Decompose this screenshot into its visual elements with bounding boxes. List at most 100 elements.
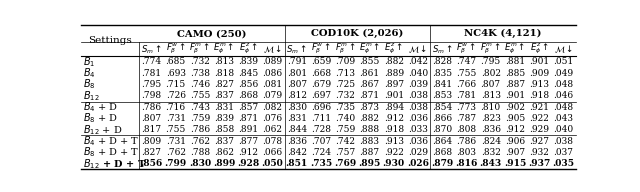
Text: .732: .732 xyxy=(190,57,210,66)
Text: $F_\beta^w\uparrow$: $F_\beta^w\uparrow$ xyxy=(166,42,186,56)
Text: .082: .082 xyxy=(262,103,283,112)
Text: .851: .851 xyxy=(285,159,308,168)
Text: .759: .759 xyxy=(190,114,210,123)
Text: .685: .685 xyxy=(166,57,186,66)
Text: .823: .823 xyxy=(481,114,500,123)
Text: .807: .807 xyxy=(287,80,307,89)
Text: .026: .026 xyxy=(407,159,429,168)
Text: $\mathcal{M}\downarrow$: $\mathcal{M}\downarrow$ xyxy=(263,43,282,55)
Text: .831: .831 xyxy=(287,114,307,123)
Text: .693: .693 xyxy=(166,69,186,78)
Text: .901: .901 xyxy=(505,91,525,100)
Text: .033: .033 xyxy=(408,125,428,134)
Text: .799: .799 xyxy=(164,159,187,168)
Text: $E_\phi^z\uparrow$: $E_\phi^z\uparrow$ xyxy=(385,42,403,56)
Text: .716: .716 xyxy=(166,103,186,112)
Text: .037: .037 xyxy=(554,148,573,157)
Text: .035: .035 xyxy=(552,159,574,168)
Text: .086: .086 xyxy=(262,69,283,78)
Text: $\mathcal{M}\downarrow$: $\mathcal{M}\downarrow$ xyxy=(408,43,428,55)
Text: .887: .887 xyxy=(505,80,525,89)
Text: .853: .853 xyxy=(432,91,452,100)
Text: .043: .043 xyxy=(554,114,573,123)
Text: $B_4$ + D: $B_4$ + D xyxy=(83,100,118,114)
Text: .803: .803 xyxy=(456,148,476,157)
Text: .891: .891 xyxy=(238,125,259,134)
Text: .887: .887 xyxy=(360,148,380,157)
Text: $S_m\uparrow$: $S_m\uparrow$ xyxy=(287,43,307,55)
Text: .861: .861 xyxy=(360,69,380,78)
Text: .813: .813 xyxy=(481,91,500,100)
Text: .901: .901 xyxy=(529,57,549,66)
Text: .051: .051 xyxy=(553,57,573,66)
Text: .781: .781 xyxy=(456,91,477,100)
Text: .740: .740 xyxy=(335,114,355,123)
Text: .856: .856 xyxy=(238,80,259,89)
Text: .818: .818 xyxy=(214,69,234,78)
Text: $E_\phi^z\uparrow$: $E_\phi^z\uparrow$ xyxy=(239,42,258,56)
Text: .076: .076 xyxy=(262,114,283,123)
Text: .888: .888 xyxy=(360,125,380,134)
Text: .845: .845 xyxy=(238,69,259,78)
Text: .786: .786 xyxy=(141,103,161,112)
Text: .079: .079 xyxy=(262,91,283,100)
Text: .049: .049 xyxy=(554,69,573,78)
Text: .042: .042 xyxy=(408,57,428,66)
Text: .817: .817 xyxy=(141,125,161,134)
Text: .081: .081 xyxy=(262,80,283,89)
Text: .728: .728 xyxy=(311,125,331,134)
Text: $F_\beta^m\uparrow$: $F_\beta^m\uparrow$ xyxy=(189,42,211,56)
Text: .707: .707 xyxy=(311,137,331,146)
Text: .877: .877 xyxy=(238,137,259,146)
Text: COD10K (2,026): COD10K (2,026) xyxy=(311,29,404,38)
Text: .918: .918 xyxy=(529,91,549,100)
Text: .802: .802 xyxy=(481,69,500,78)
Text: .839: .839 xyxy=(214,114,234,123)
Text: CAMO (250): CAMO (250) xyxy=(177,29,247,38)
Text: .836: .836 xyxy=(287,137,307,146)
Text: .679: .679 xyxy=(311,80,331,89)
Text: .832: .832 xyxy=(481,148,500,157)
Text: .731: .731 xyxy=(166,137,186,146)
Text: .858: .858 xyxy=(214,125,234,134)
Text: .757: .757 xyxy=(335,148,355,157)
Text: .039: .039 xyxy=(408,80,428,89)
Text: $E_\phi^m\uparrow$: $E_\phi^m\uparrow$ xyxy=(359,42,380,56)
Text: $E_\phi^m\uparrow$: $E_\phi^m\uparrow$ xyxy=(504,42,525,56)
Text: .836: .836 xyxy=(481,125,500,134)
Text: .711: .711 xyxy=(311,114,331,123)
Text: $B_4$ + D + T: $B_4$ + D + T xyxy=(83,134,140,148)
Text: $B_8$ + D + T: $B_8$ + D + T xyxy=(83,146,140,159)
Text: .786: .786 xyxy=(456,137,477,146)
Text: .835: .835 xyxy=(432,69,452,78)
Text: .922: .922 xyxy=(529,114,549,123)
Text: .755: .755 xyxy=(189,91,210,100)
Text: $B_{12}$ + D: $B_{12}$ + D xyxy=(83,123,123,137)
Text: $E_\phi^z\uparrow$: $E_\phi^z\uparrow$ xyxy=(530,42,548,56)
Text: .713: .713 xyxy=(335,69,355,78)
Text: .762: .762 xyxy=(166,148,186,157)
Text: .795: .795 xyxy=(481,57,501,66)
Text: .909: .909 xyxy=(529,69,549,78)
Text: .855: .855 xyxy=(359,57,380,66)
Text: .929: .929 xyxy=(529,125,549,134)
Text: $B_8$: $B_8$ xyxy=(83,78,96,91)
Text: .773: .773 xyxy=(456,103,476,112)
Text: .895: .895 xyxy=(358,159,381,168)
Text: .912: .912 xyxy=(238,148,259,157)
Text: $F_\beta^w\uparrow$: $F_\beta^w\uparrow$ xyxy=(456,42,476,56)
Text: .913: .913 xyxy=(384,137,404,146)
Text: .759: .759 xyxy=(335,125,355,134)
Text: .795: .795 xyxy=(141,80,161,89)
Text: .912: .912 xyxy=(384,114,404,123)
Text: .742: .742 xyxy=(335,137,355,146)
Text: .844: .844 xyxy=(287,125,307,134)
Text: .862: .862 xyxy=(214,148,234,157)
Text: $S_m\uparrow$: $S_m\uparrow$ xyxy=(432,43,452,55)
Text: .912: .912 xyxy=(505,125,525,134)
Text: .830: .830 xyxy=(287,103,307,112)
Text: $E_\phi^m\uparrow$: $E_\phi^m\uparrow$ xyxy=(214,42,235,56)
Text: .755: .755 xyxy=(166,125,186,134)
Text: .885: .885 xyxy=(505,69,525,78)
Text: $B_1$: $B_1$ xyxy=(83,55,95,69)
